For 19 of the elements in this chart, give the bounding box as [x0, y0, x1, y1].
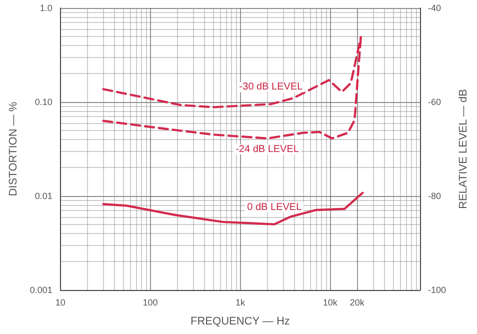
x-tick-label: 10k	[322, 298, 338, 308]
x-axis-title: FREQUENCY — Hz	[190, 316, 290, 328]
x-tick-label: 10	[55, 298, 66, 308]
x-tick-label: 1k	[235, 298, 246, 308]
y2-tick-label: -100	[428, 285, 446, 295]
x-tick-label: 100	[142, 298, 158, 308]
y-tick-label: 1.0	[40, 3, 52, 13]
y2-tick-label: -40	[428, 3, 442, 13]
series-label: 0 dB LEVEL	[247, 202, 302, 213]
y-tick-label: 0.10	[34, 97, 52, 107]
y-tick-label: 0.001	[30, 285, 52, 295]
y2-axis-title: RELATIVE LEVEL — dB	[458, 89, 470, 209]
y2-tick-label: -60	[428, 97, 442, 107]
y-axis-title: DISTORTION — %	[8, 102, 20, 196]
x-tick-label: 20k	[350, 298, 365, 308]
y2-tick-label: -80	[428, 191, 442, 201]
series-label: -30 dB LEVEL	[239, 82, 304, 93]
y-tick-label: 0.01	[34, 191, 52, 201]
series-label: -24 dB LEVEL	[236, 144, 300, 155]
